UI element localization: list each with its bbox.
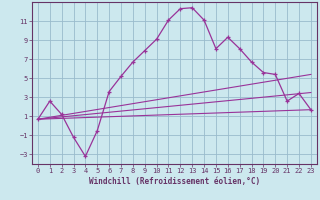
X-axis label: Windchill (Refroidissement éolien,°C): Windchill (Refroidissement éolien,°C) (89, 177, 260, 186)
